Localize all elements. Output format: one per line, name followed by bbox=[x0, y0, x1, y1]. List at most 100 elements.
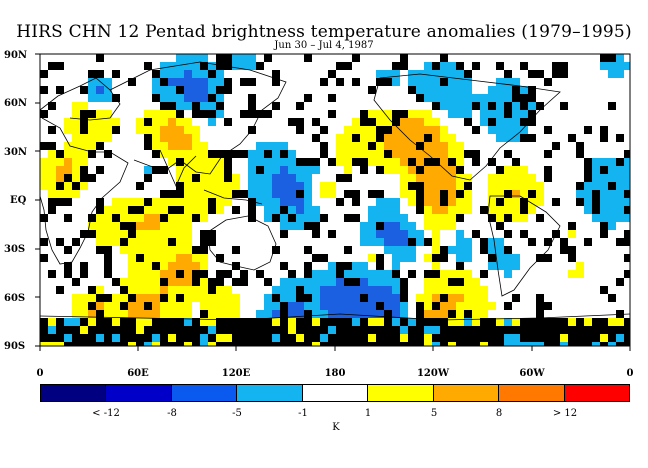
anomaly-cell bbox=[152, 70, 160, 78]
anomaly-cell bbox=[392, 206, 400, 214]
anomaly-cell bbox=[496, 134, 504, 142]
coastline-south-america bbox=[487, 195, 561, 297]
anomaly-cell bbox=[208, 310, 216, 318]
anomaly-cell bbox=[384, 310, 392, 318]
anomaly-cell bbox=[152, 246, 160, 254]
anomaly-cell bbox=[160, 222, 168, 230]
anomaly-cell bbox=[64, 158, 72, 166]
anomaly-cell bbox=[96, 214, 104, 222]
anomaly-cell bbox=[440, 86, 448, 94]
anomaly-cell bbox=[488, 118, 496, 126]
anomaly-cell bbox=[504, 182, 512, 190]
anomaly-cell bbox=[224, 190, 232, 198]
anomaly-cell bbox=[408, 150, 416, 158]
anomaly-cell bbox=[528, 182, 536, 190]
anomaly-cell bbox=[392, 126, 400, 134]
anomaly-cell bbox=[544, 318, 552, 326]
anomaly-cell bbox=[200, 182, 208, 190]
anomaly-cell bbox=[552, 342, 560, 346]
anomaly-cell bbox=[208, 230, 216, 238]
anomaly-cell bbox=[176, 182, 184, 190]
anomaly-cell bbox=[184, 198, 192, 206]
anomaly-cell bbox=[616, 134, 624, 142]
anomaly-cell bbox=[352, 286, 360, 294]
anomaly-cell bbox=[360, 142, 368, 150]
anomaly-cell bbox=[240, 342, 248, 346]
anomaly-cell bbox=[128, 206, 136, 214]
anomaly-cell bbox=[176, 174, 184, 182]
anomaly-cell bbox=[64, 342, 72, 346]
anomaly-cell bbox=[392, 342, 400, 346]
anomaly-cell bbox=[104, 318, 112, 326]
anomaly-cell bbox=[200, 342, 208, 346]
anomaly-cell bbox=[368, 118, 376, 126]
anomaly-cell bbox=[496, 222, 504, 230]
anomaly-cell bbox=[608, 190, 616, 198]
anomaly-cell bbox=[416, 326, 424, 334]
anomaly-cell bbox=[152, 110, 160, 118]
anomaly-cell bbox=[520, 94, 528, 102]
anomaly-cell bbox=[128, 214, 136, 222]
anomaly-cell bbox=[152, 222, 160, 230]
anomaly-cell bbox=[304, 54, 312, 62]
anomaly-cell bbox=[416, 334, 424, 342]
anomaly-cell bbox=[48, 102, 56, 110]
anomaly-cell bbox=[176, 134, 184, 142]
anomaly-cell bbox=[184, 118, 192, 126]
anomaly-cell bbox=[616, 54, 624, 62]
anomaly-cell bbox=[384, 278, 392, 286]
anomaly-cell bbox=[128, 342, 136, 346]
anomaly-cell bbox=[624, 214, 630, 222]
anomaly-cell bbox=[528, 174, 536, 182]
anomaly-cell bbox=[408, 126, 416, 134]
anomaly-cell bbox=[184, 150, 192, 158]
anomaly-cell bbox=[160, 310, 168, 318]
anomaly-cell bbox=[448, 150, 456, 158]
anomaly-cell bbox=[112, 278, 120, 286]
anomaly-cell bbox=[96, 118, 104, 126]
anomaly-cell bbox=[352, 214, 360, 222]
anomaly-cell bbox=[192, 326, 200, 334]
anomaly-cell bbox=[352, 302, 360, 310]
anomaly-cell bbox=[56, 158, 64, 166]
anomaly-cell bbox=[120, 206, 128, 214]
anomaly-cell bbox=[472, 102, 480, 110]
anomaly-cell bbox=[312, 326, 320, 334]
anomaly-cell bbox=[72, 326, 80, 334]
anomaly-cell bbox=[88, 310, 96, 318]
anomaly-cell bbox=[352, 326, 360, 334]
anomaly-cell bbox=[96, 206, 104, 214]
anomaly-cell bbox=[624, 198, 630, 206]
anomaly-cell bbox=[248, 94, 256, 102]
anomaly-cell bbox=[48, 334, 56, 342]
anomaly-cell bbox=[112, 206, 120, 214]
anomaly-cell bbox=[200, 326, 208, 334]
anomaly-cell bbox=[584, 318, 592, 326]
anomaly-cell bbox=[336, 342, 344, 346]
anomaly-cell bbox=[384, 166, 392, 174]
anomaly-cell bbox=[424, 278, 432, 286]
anomaly-cell bbox=[576, 326, 584, 334]
anomaly-cell bbox=[328, 302, 336, 310]
anomaly-cell bbox=[216, 318, 224, 326]
anomaly-cell bbox=[136, 126, 144, 134]
anomaly-cell bbox=[64, 326, 72, 334]
anomaly-cell bbox=[576, 190, 584, 198]
anomaly-cell bbox=[512, 262, 520, 270]
anomaly-cell bbox=[616, 190, 624, 198]
anomaly-cell bbox=[592, 174, 600, 182]
anomaly-cell bbox=[192, 254, 200, 262]
anomaly-cell bbox=[208, 158, 216, 166]
colorbar-label: 8 bbox=[495, 408, 503, 419]
anomaly-cell bbox=[464, 102, 472, 110]
anomaly-cell bbox=[136, 222, 144, 230]
anomaly-cell bbox=[144, 166, 152, 174]
anomaly-cell bbox=[304, 158, 312, 166]
anomaly-cell bbox=[88, 302, 96, 310]
anomaly-cell bbox=[112, 334, 120, 342]
anomaly-cell bbox=[48, 150, 56, 158]
anomaly-cell bbox=[152, 278, 160, 286]
anomaly-cell bbox=[448, 174, 456, 182]
anomaly-cell bbox=[200, 334, 208, 342]
anomaly-cell bbox=[384, 222, 392, 230]
